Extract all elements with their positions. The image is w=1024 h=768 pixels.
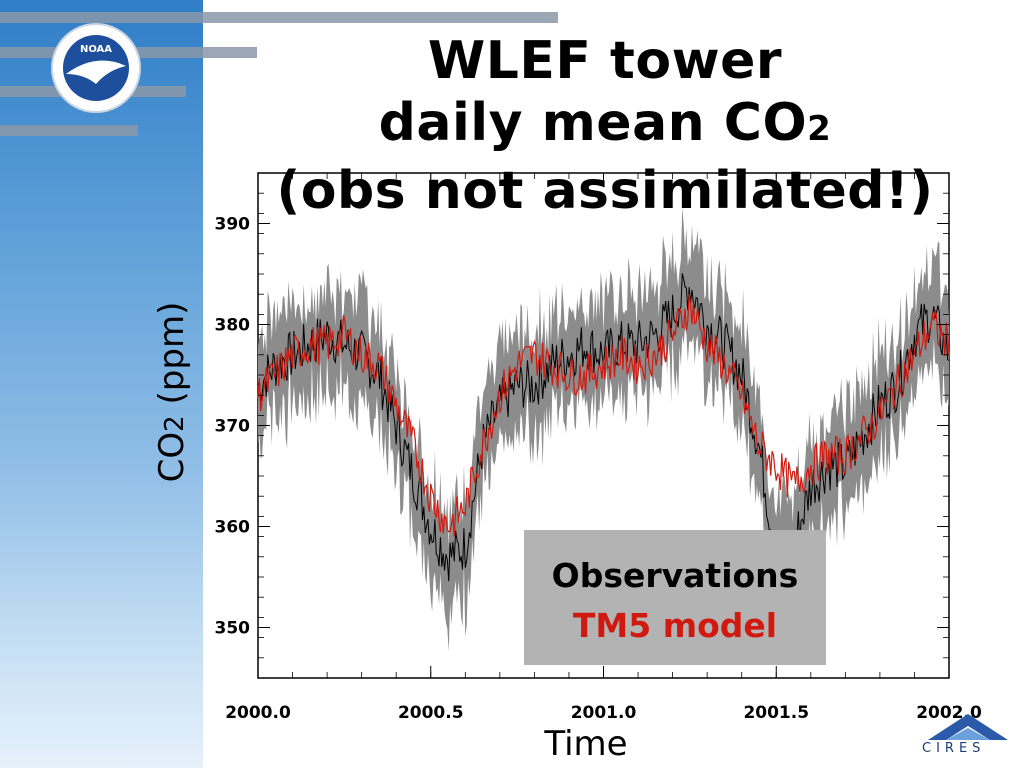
series-line-layer xyxy=(257,273,950,582)
title-subscript: 2 xyxy=(807,109,832,149)
axis-layer: 2000.0 2000.5 2001.0 2001.5 2002.03503603703… xyxy=(215,172,982,723)
noaa-logo-icon: NOAA xyxy=(51,23,141,113)
y-tick-label: 360 xyxy=(215,518,251,538)
legend-observations: Observations xyxy=(551,556,799,595)
x-tick-label: 2001.5 xyxy=(743,703,809,723)
decorative-stripe xyxy=(0,125,138,136)
noaa-logo-text: NOAA xyxy=(80,44,112,55)
y-tick-label: 370 xyxy=(215,417,251,437)
y-tick-label: 390 xyxy=(215,215,251,235)
legend-tm5-model: TM5 model xyxy=(572,606,778,645)
observations-series-line xyxy=(257,273,950,582)
x-tick-label: 2000.0 xyxy=(225,703,291,723)
x-axis-label: Time xyxy=(544,724,628,764)
legend: Observations TM5 model xyxy=(524,530,826,665)
y-axis-label: CO2 (ppm) xyxy=(152,301,192,483)
decorative-stripe xyxy=(0,12,558,23)
y-tick-label: 350 xyxy=(215,619,251,639)
cires-logo-text: CIRES xyxy=(922,741,986,756)
title-line-2: daily mean CO2 xyxy=(378,93,832,153)
title-line-3: (obs not assimilated!) xyxy=(276,161,934,221)
cires-logo-icon xyxy=(928,714,1008,740)
x-tick-label: 2001.0 xyxy=(571,703,637,723)
chart-title: WLEF tower daily mean CO2 (obs not assim… xyxy=(240,30,970,222)
title-line-1: WLEF tower xyxy=(427,31,783,91)
y-tick-label: 380 xyxy=(215,316,251,336)
x-tick-label: 2000.5 xyxy=(398,703,464,723)
tm5-model-series-line xyxy=(257,293,950,537)
